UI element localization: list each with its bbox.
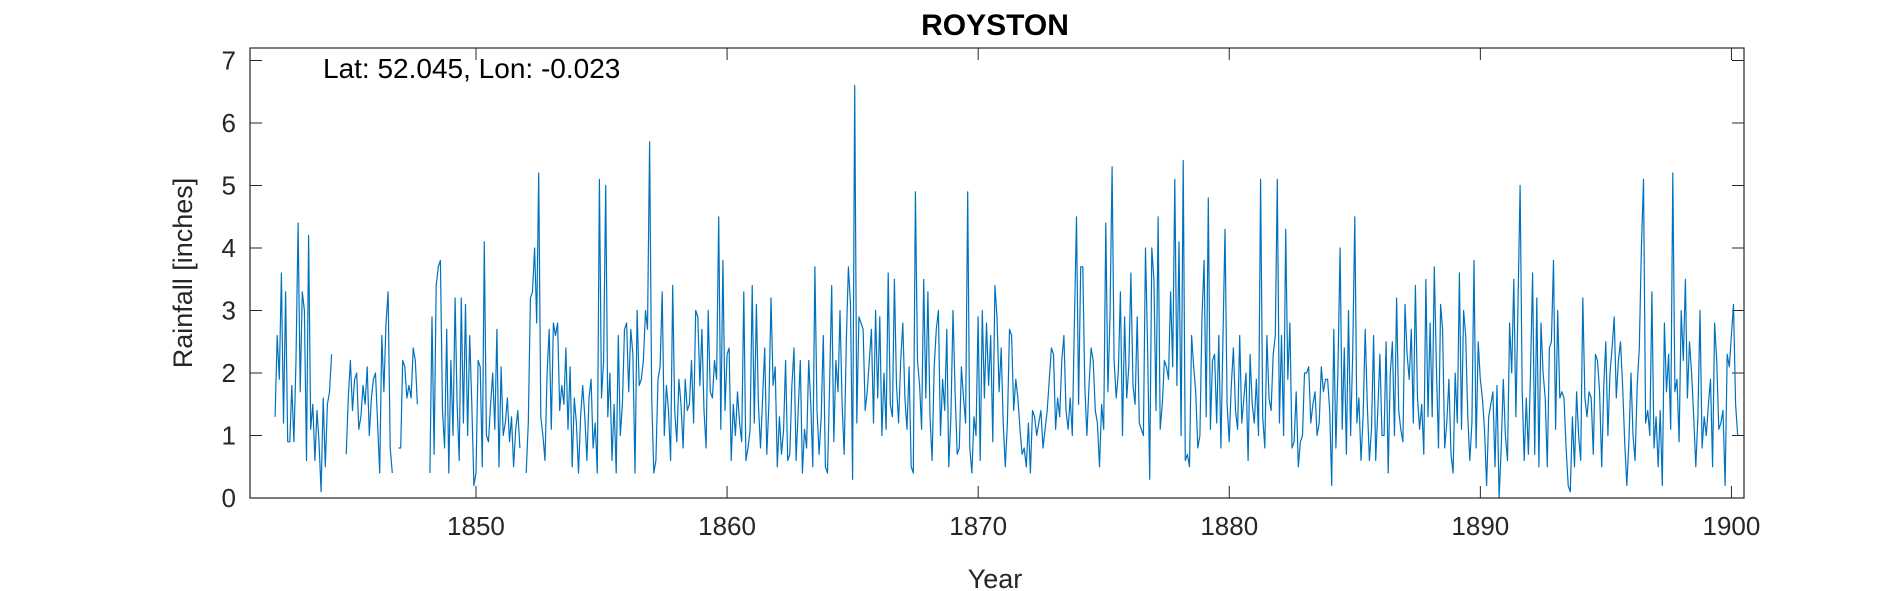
x-tick-label: 1850 bbox=[447, 511, 505, 541]
y-tick-label: 7 bbox=[222, 46, 236, 76]
x-axis-label: Year bbox=[968, 564, 1023, 591]
y-tick-label: 2 bbox=[222, 358, 236, 388]
y-tick-label: 4 bbox=[222, 233, 236, 263]
y-tick-label: 1 bbox=[222, 421, 236, 451]
x-tick-label: 1860 bbox=[698, 511, 756, 541]
y-axis-label: Rainfall [inches] bbox=[168, 178, 198, 369]
x-tick-label: 1890 bbox=[1451, 511, 1509, 541]
x-tick-label: 1900 bbox=[1703, 511, 1761, 541]
y-tick-label: 6 bbox=[222, 108, 236, 138]
rainfall-series-line bbox=[274, 84, 1739, 499]
y-tick-label: 5 bbox=[222, 171, 236, 201]
series-group bbox=[274, 84, 1739, 499]
y-tick-label: 0 bbox=[222, 483, 236, 513]
axis-ticks bbox=[250, 48, 1744, 499]
plot-frame bbox=[249, 47, 1745, 499]
y-tick-label: 3 bbox=[222, 296, 236, 326]
tick-labels: 1850 1860 1870 1880 1890 1900 0 1 2 3 4 5 6 7 bbox=[222, 46, 1761, 542]
location-annotation: Lat: 52.045, Lon: -0.023 bbox=[323, 53, 620, 84]
x-tick-label: 1880 bbox=[1200, 511, 1258, 541]
chart-title: ROYSTON bbox=[921, 9, 1069, 42]
x-tick-label: 1870 bbox=[949, 511, 1007, 541]
